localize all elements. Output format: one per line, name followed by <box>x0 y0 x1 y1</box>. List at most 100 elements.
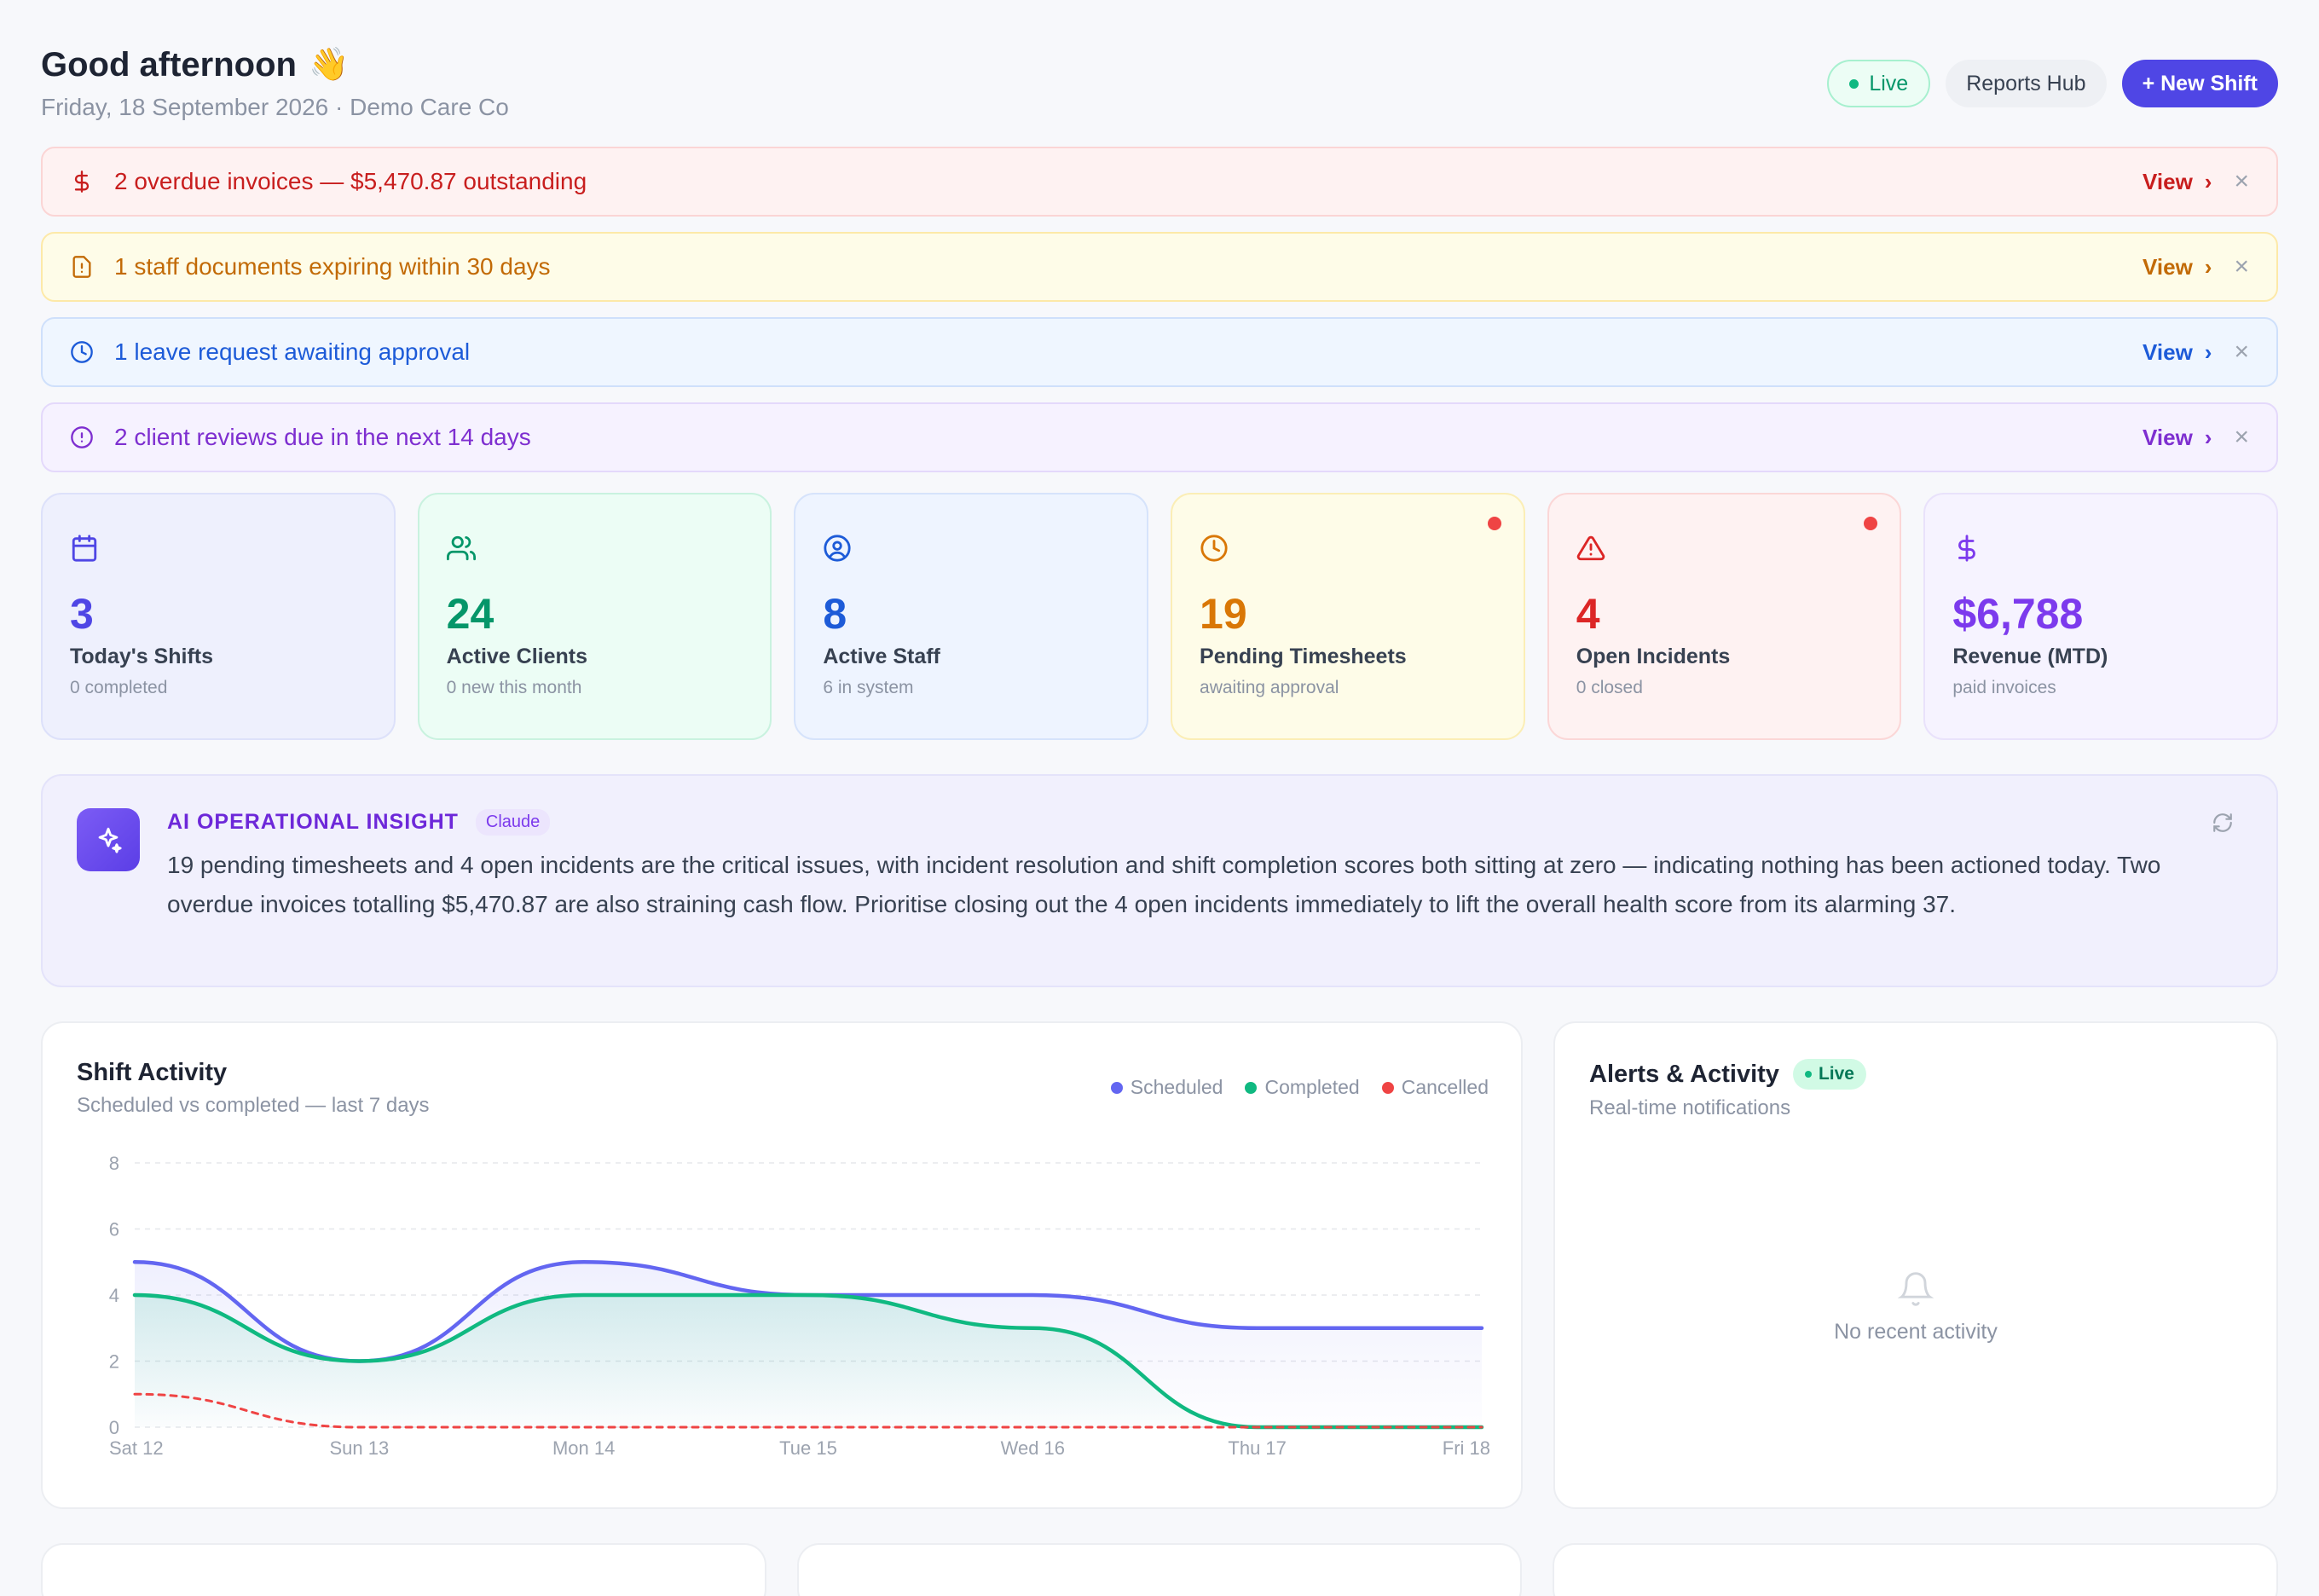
close-icon[interactable]: × <box>2234 423 2249 451</box>
notification-dot <box>1487 517 1501 530</box>
stat-card-revenue[interactable]: $6,788 Revenue (MTD) paid invoices <box>1923 493 2279 740</box>
legend-swatch <box>1381 1081 1394 1094</box>
shift-activity-panel: Shift Activity Scheduled vs completed — … <box>41 1021 1523 1509</box>
stat-subtext: 0 completed <box>70 678 168 697</box>
alert-text: 2 overdue invoices — $5,470.87 outstandi… <box>114 168 587 194</box>
stat-value: $6,788 <box>1952 590 2084 638</box>
ai-insight-panel: AI OPERATIONAL INSIGHT Claude 19 pending… <box>41 774 2278 987</box>
clock-icon <box>1200 534 1524 571</box>
y-tick-label: 0 <box>109 1417 119 1438</box>
y-tick-label: 8 <box>109 1153 119 1174</box>
stat-value: 19 <box>1200 590 1247 638</box>
legend-item-scheduled: Scheduled <box>1110 1076 1223 1099</box>
legend-item-completed: Completed <box>1245 1076 1360 1099</box>
bottom-panel-3 <box>1553 1543 2279 1596</box>
stat-label: Revenue (MTD) <box>1952 645 2108 668</box>
dollar-icon <box>1952 534 2276 571</box>
stat-label: Active Staff <box>823 645 940 668</box>
x-tick-label: Mon 14 <box>552 1437 615 1459</box>
view-label: View <box>2143 424 2193 450</box>
y-tick-label: 2 <box>109 1351 119 1373</box>
bottom-panel-2 <box>796 1543 1523 1596</box>
alerts-activity-subtitle: Real-time notifications <box>1589 1096 1791 1119</box>
alerts-activity-panel: Alerts & Activity Live Real-time notific… <box>1553 1021 2278 1509</box>
live-badge: Live <box>1792 1059 1866 1090</box>
legend-label: Completed <box>1264 1076 1360 1098</box>
series-line-completed <box>132 1292 1484 1430</box>
new-shift-button[interactable]: + New Shift <box>2121 60 2278 107</box>
live-badge-label: Live <box>1818 1064 1854 1084</box>
page-header: Good afternoon 👋 Friday, 18 September 20… <box>41 41 2278 135</box>
calendar-icon <box>70 534 394 571</box>
x-tick-label: Fri 18 <box>1443 1437 1490 1459</box>
insight-model-tag: Claude <box>475 808 551 836</box>
alert-view-link[interactable]: View › <box>2143 425 2212 451</box>
empty-state-text: No recent activity <box>1834 1320 1998 1344</box>
x-tick-label: Thu 17 <box>1228 1437 1287 1459</box>
legend-item-cancelled: Cancelled <box>1381 1076 1489 1099</box>
alert-view-link[interactable]: View › <box>2143 339 2212 366</box>
stat-card-todays-shifts[interactable]: 3 Today's Shifts 0 completed <box>41 493 396 740</box>
series-line-cancelled <box>133 1392 1483 1429</box>
chevron-right-icon: › <box>2204 253 2212 280</box>
alert-leave-request: 1 leave request awaiting approval View › … <box>41 317 2278 387</box>
stat-subtext: 0 closed <box>1576 678 1643 697</box>
y-tick-label: 6 <box>109 1219 119 1240</box>
stat-value: 24 <box>446 590 494 638</box>
stat-label: Active Clients <box>446 645 588 668</box>
shift-activity-subtitle: Scheduled vs completed — last 7 days <box>77 1094 430 1117</box>
insight-title: AI OPERATIONAL INSIGHT <box>167 809 459 834</box>
chevron-right-icon: › <box>2204 168 2212 194</box>
user-circle-icon <box>823 534 1147 571</box>
stat-card-open-incidents[interactable]: 4 Open Incidents 0 closed <box>1547 493 1902 740</box>
close-icon[interactable]: × <box>2234 338 2249 366</box>
greeting-text: Good afternoon <box>41 46 297 84</box>
stat-subtext: paid invoices <box>1952 678 2056 697</box>
stat-subtext: awaiting approval <box>1200 678 1339 697</box>
sparkles-icon <box>77 808 140 871</box>
chevron-right-icon: › <box>2204 338 2212 365</box>
alert-overdue-invoices: 2 overdue invoices — $5,470.87 outstandi… <box>41 147 2278 217</box>
wave-icon: 👋 <box>308 47 350 83</box>
stat-card-active-staff[interactable]: 8 Active Staff 6 in system <box>794 493 1149 740</box>
x-tick-label: Sun 13 <box>329 1437 389 1459</box>
reports-hub-button[interactable]: Reports Hub <box>1946 60 2107 107</box>
empty-state: No recent activity <box>1555 1270 2276 1344</box>
legend-label: Scheduled <box>1130 1076 1223 1098</box>
close-icon[interactable]: × <box>2234 167 2249 195</box>
alert-view-link[interactable]: View › <box>2143 169 2212 195</box>
live-status-pill: Live <box>1827 60 1931 107</box>
stat-label: Open Incidents <box>1576 645 1731 668</box>
clock-icon <box>70 340 104 364</box>
bottom-panel-1 <box>41 1543 766 1596</box>
shift-activity-chart: 0 2 4 6 8 Sat 12 Sun 13 Mon 14 Tue 15 Wed 16 Thu 1… <box>109 1153 1490 1459</box>
stat-cards: 3 Today's Shifts 0 completed 24 Active C… <box>41 493 2279 740</box>
x-tick-label: Wed 16 <box>1001 1437 1065 1459</box>
y-tick-label: 4 <box>109 1285 119 1306</box>
stat-value: 8 <box>823 590 847 638</box>
alerts-activity-title: Alerts & Activity <box>1589 1060 1779 1088</box>
x-tick-label: Tue 15 <box>779 1437 837 1459</box>
dollar-icon <box>70 170 104 194</box>
alert-client-reviews: 2 client reviews due in the next 14 days… <box>41 402 2278 472</box>
document-alert-icon <box>70 255 104 279</box>
stat-card-active-clients[interactable]: 24 Active Clients 0 new this month <box>417 493 772 740</box>
alert-text: 1 staff documents expiring within 30 day… <box>114 253 551 280</box>
stat-card-pending-timesheets[interactable]: 19 Pending Timesheets awaiting approval <box>1171 493 1525 740</box>
legend-swatch <box>1245 1081 1258 1094</box>
view-label: View <box>2143 168 2193 194</box>
notification-dot <box>1864 517 1878 530</box>
alert-text: 1 leave request awaiting approval <box>114 338 471 365</box>
close-icon[interactable]: × <box>2234 252 2249 280</box>
view-label: View <box>2143 253 2193 280</box>
alert-circle-icon <box>70 425 104 449</box>
shift-activity-title: Shift Activity <box>77 1059 228 1086</box>
alert-view-link[interactable]: View › <box>2143 254 2212 280</box>
stat-label: Pending Timesheets <box>1200 645 1407 668</box>
stat-value: 3 <box>70 590 94 638</box>
legend-swatch <box>1110 1081 1123 1094</box>
stat-label: Today's Shifts <box>70 645 214 668</box>
refresh-icon[interactable] <box>2212 812 2234 838</box>
live-dot-icon <box>1804 1071 1812 1078</box>
live-label: Live <box>1869 71 1909 95</box>
